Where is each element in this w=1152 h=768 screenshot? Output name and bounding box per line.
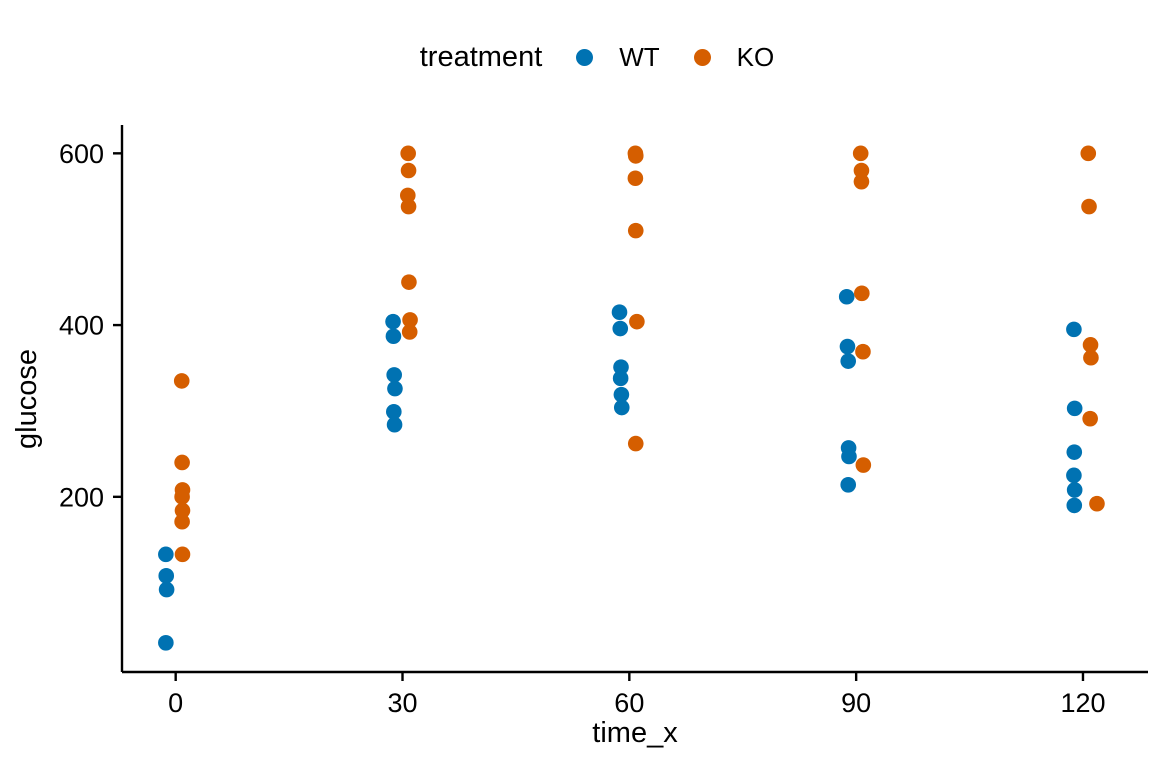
data-point-ko [400,162,417,179]
points-layer [158,145,1105,651]
data-point-ko [855,457,872,473]
data-point-wt [1066,467,1082,484]
data-point-wt [386,416,403,433]
data-point-wt [158,581,175,598]
x-axis-title: time_x [592,717,678,749]
data-point-ko [627,222,644,239]
legend-title: treatment [419,40,543,73]
data-point-ko [1089,495,1105,512]
legend-entry-ko: KO [693,41,775,73]
data-point-ko [855,343,871,360]
data-point-wt [611,304,628,320]
legend-label-ko: KO [736,41,775,72]
data-point-ko [627,170,644,187]
data-point-ko [629,313,645,330]
data-point-ko [1081,198,1097,215]
data-point-wt [1066,321,1082,338]
data-point-wt [840,353,857,369]
y-tick-label: 400 [59,311,104,341]
data-point-wt [385,328,402,345]
data-point-ko [174,454,190,471]
data-point-wt [158,635,174,651]
data-point-ko [1083,349,1099,366]
data-point-ko [400,145,416,162]
data-point-ko [853,173,870,190]
data-point-ko [399,187,416,204]
data-point-ko [400,198,417,215]
data-point-ko [852,145,869,162]
data-point-wt [1066,497,1083,514]
data-point-ko [854,285,870,302]
x-tick-label: 0 [168,688,183,718]
data-point-wt [613,359,629,375]
data-point-wt [839,338,856,355]
data-point-wt [158,568,175,584]
data-point-wt [387,380,403,397]
legend: treatment WT KO [0,36,1152,78]
y-tick-label: 600 [59,139,104,169]
data-point-ko [853,162,870,179]
data-point-ko [627,148,644,164]
ko-point-icon [693,48,711,66]
data-point-wt [1066,444,1083,460]
x-tick-label: 90 [841,688,871,718]
y-tick-label: 200 [59,482,104,512]
data-point-wt [613,386,630,403]
data-point-wt [612,320,629,337]
data-point-ko [173,373,190,389]
data-point-ko [174,502,191,519]
data-point-ko [174,546,191,563]
data-point-wt [1066,482,1083,498]
x-tick-label: 120 [1060,688,1105,718]
x-tick-label: 60 [614,688,644,718]
data-point-ko [1080,145,1097,162]
data-point-wt [838,288,855,305]
wt-point-icon [576,48,594,66]
legend-label-wt: WT [619,41,660,72]
data-point-wt [612,370,629,387]
y-axis-title: glucose [11,349,43,449]
axes-layer: 200 400 600 0 30 60 90 120 [59,125,1148,718]
data-point-wt [613,399,630,416]
data-point-ko [174,513,190,530]
legend-entry-wt: WT [576,41,660,73]
data-point-ko [401,324,418,340]
data-point-wt [386,404,402,420]
data-point-ko [1082,337,1099,353]
data-point-ko [402,312,418,328]
data-point-wt [386,367,402,383]
data-point-wt [158,546,174,563]
data-point-ko [174,489,190,505]
data-point-ko [401,274,417,290]
data-point-wt [841,448,857,465]
data-point-wt [385,313,401,330]
data-point-wt [1066,400,1083,417]
data-point-ko [627,435,644,452]
data-point-wt [840,477,857,493]
x-tick-label: 30 [387,688,417,718]
data-point-ko [1082,410,1098,427]
